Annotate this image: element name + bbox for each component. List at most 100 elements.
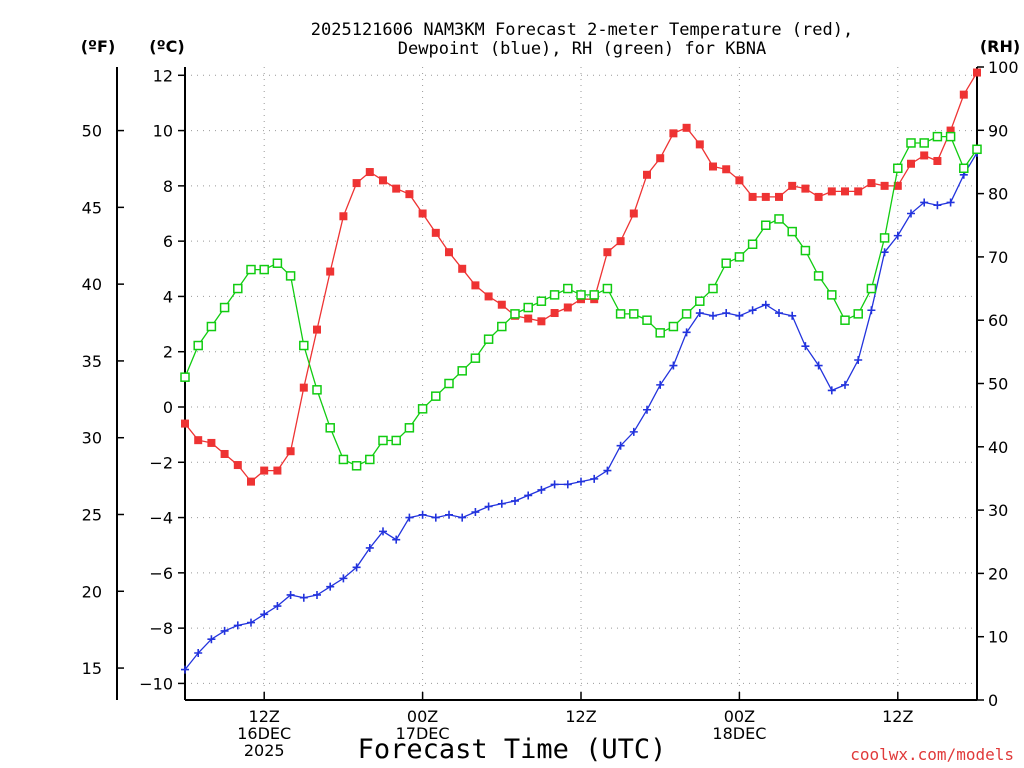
chart-title-line-1: 2025121606 NAM3KM Forecast 2-meter Tempe…	[311, 20, 853, 40]
fahrenheit-tick-label: 50	[82, 122, 102, 141]
temperature-point	[735, 176, 744, 185]
dewpoint-point	[603, 466, 612, 475]
rh-point	[655, 328, 665, 338]
temperature-point	[260, 466, 269, 475]
dewpoint-point	[497, 499, 506, 508]
rh-point	[378, 435, 388, 446]
rh-point	[233, 283, 243, 294]
dewpoint-point	[471, 508, 480, 517]
rh-tick-label: 60	[988, 311, 1008, 330]
rh-tick-label: 100	[988, 58, 1019, 77]
temperature-point	[656, 154, 665, 163]
temperature-point	[814, 192, 823, 201]
dewpoint-line	[184, 152, 978, 671]
celsius-tick-label: 2	[163, 343, 173, 362]
rh-tick-label: 50	[988, 375, 1008, 394]
temperature-point	[233, 461, 242, 470]
dewpoint-point	[880, 248, 889, 257]
temperature-point	[563, 303, 572, 312]
rh-tick-label: 40	[988, 438, 1008, 457]
fahrenheit-tick-label: 40	[82, 275, 102, 294]
dewpoint-point	[352, 563, 361, 572]
temperature-point	[761, 192, 770, 201]
rh-point	[761, 220, 771, 230]
rh-point	[312, 385, 322, 395]
celsius-ticks: −10 −8 −6 −4 −2 0 2 4 6 8 10 12	[139, 66, 185, 693]
rh-point	[893, 163, 903, 174]
celsius-axis-label: (ºC)	[149, 37, 184, 56]
temperature-point	[392, 184, 401, 193]
rh-point	[483, 334, 494, 344]
temperature-point	[920, 151, 929, 160]
x-axis-title: Forecast Time (UTC)	[358, 734, 667, 765]
series	[180, 68, 982, 674]
time-tick-label: 00Z	[724, 707, 755, 726]
fahrenheit-tick-label: 15	[82, 659, 102, 678]
rh-point	[774, 214, 784, 224]
fahrenheit-ticks: 15 20 25 30 35 40 45 50	[82, 122, 124, 678]
temperature-point	[458, 264, 467, 273]
dewpoint-point	[207, 635, 216, 644]
temperature-point	[709, 162, 717, 171]
dewpoint-point	[735, 311, 744, 320]
dewpoint-point	[286, 590, 295, 599]
rh-point	[708, 283, 718, 294]
celsius-tick-label: −4	[149, 509, 173, 528]
dewpoint-point	[445, 510, 453, 519]
rh-point	[853, 309, 863, 319]
time-tick-label: 2025	[244, 741, 285, 760]
temperature-point	[181, 419, 189, 428]
dewpoint-point	[339, 574, 348, 583]
rh-point	[827, 290, 837, 300]
dewpoint-series	[181, 148, 981, 674]
temperature-point	[788, 181, 797, 190]
dewpoint-point	[946, 198, 955, 207]
dewpoint-point	[577, 477, 585, 486]
rh-point	[325, 423, 335, 433]
temperature-point	[748, 192, 757, 201]
dewpoint-point	[537, 485, 546, 494]
dewpoint-point	[379, 527, 387, 536]
rh-point	[510, 309, 520, 319]
dewpoint-point	[458, 513, 467, 522]
dewpoint-point	[392, 535, 401, 544]
dewpoint-point	[550, 480, 559, 489]
rh-point	[497, 321, 507, 332]
dewpoint-point	[761, 300, 770, 309]
dewpoint-point	[524, 491, 533, 500]
chart-title-line-2: Dewpoint (blue), RH (green) for KBNA	[398, 39, 766, 59]
time-tick-label: 18DEC	[712, 724, 766, 743]
rh-point	[391, 435, 401, 446]
dewpoint-point	[920, 198, 929, 207]
celsius-tick-label: 8	[163, 177, 173, 196]
dewpoint-point	[484, 502, 493, 511]
dewpoint-point	[511, 496, 519, 505]
temperature-point	[643, 170, 651, 179]
rh-point	[457, 366, 467, 376]
rh-point	[536, 296, 547, 306]
temperature-point	[841, 187, 849, 196]
rh-point	[523, 302, 533, 313]
rh-point	[431, 391, 441, 401]
temperature-point	[326, 267, 335, 276]
rh-point	[285, 271, 296, 281]
rh-point	[866, 283, 877, 294]
time-tick-label: 12Z	[882, 707, 913, 726]
rh-point	[219, 302, 230, 313]
rh-tick-label: 80	[988, 185, 1008, 204]
rh-point	[365, 454, 375, 465]
fahrenheit-tick-label: 35	[82, 352, 102, 371]
temperature-point	[471, 281, 480, 290]
grid-lines	[185, 67, 977, 700]
dewpoint-point	[313, 590, 321, 599]
rh-point	[972, 144, 982, 155]
rh-point	[589, 290, 599, 300]
dewpoint-point	[233, 621, 242, 630]
temperature-point	[497, 300, 506, 309]
dewpoint-point	[709, 311, 717, 320]
temperature-point	[550, 309, 559, 318]
rh-point	[417, 404, 428, 414]
dewpoint-point	[181, 665, 189, 674]
fahrenheit-tick-label: 45	[82, 198, 102, 217]
